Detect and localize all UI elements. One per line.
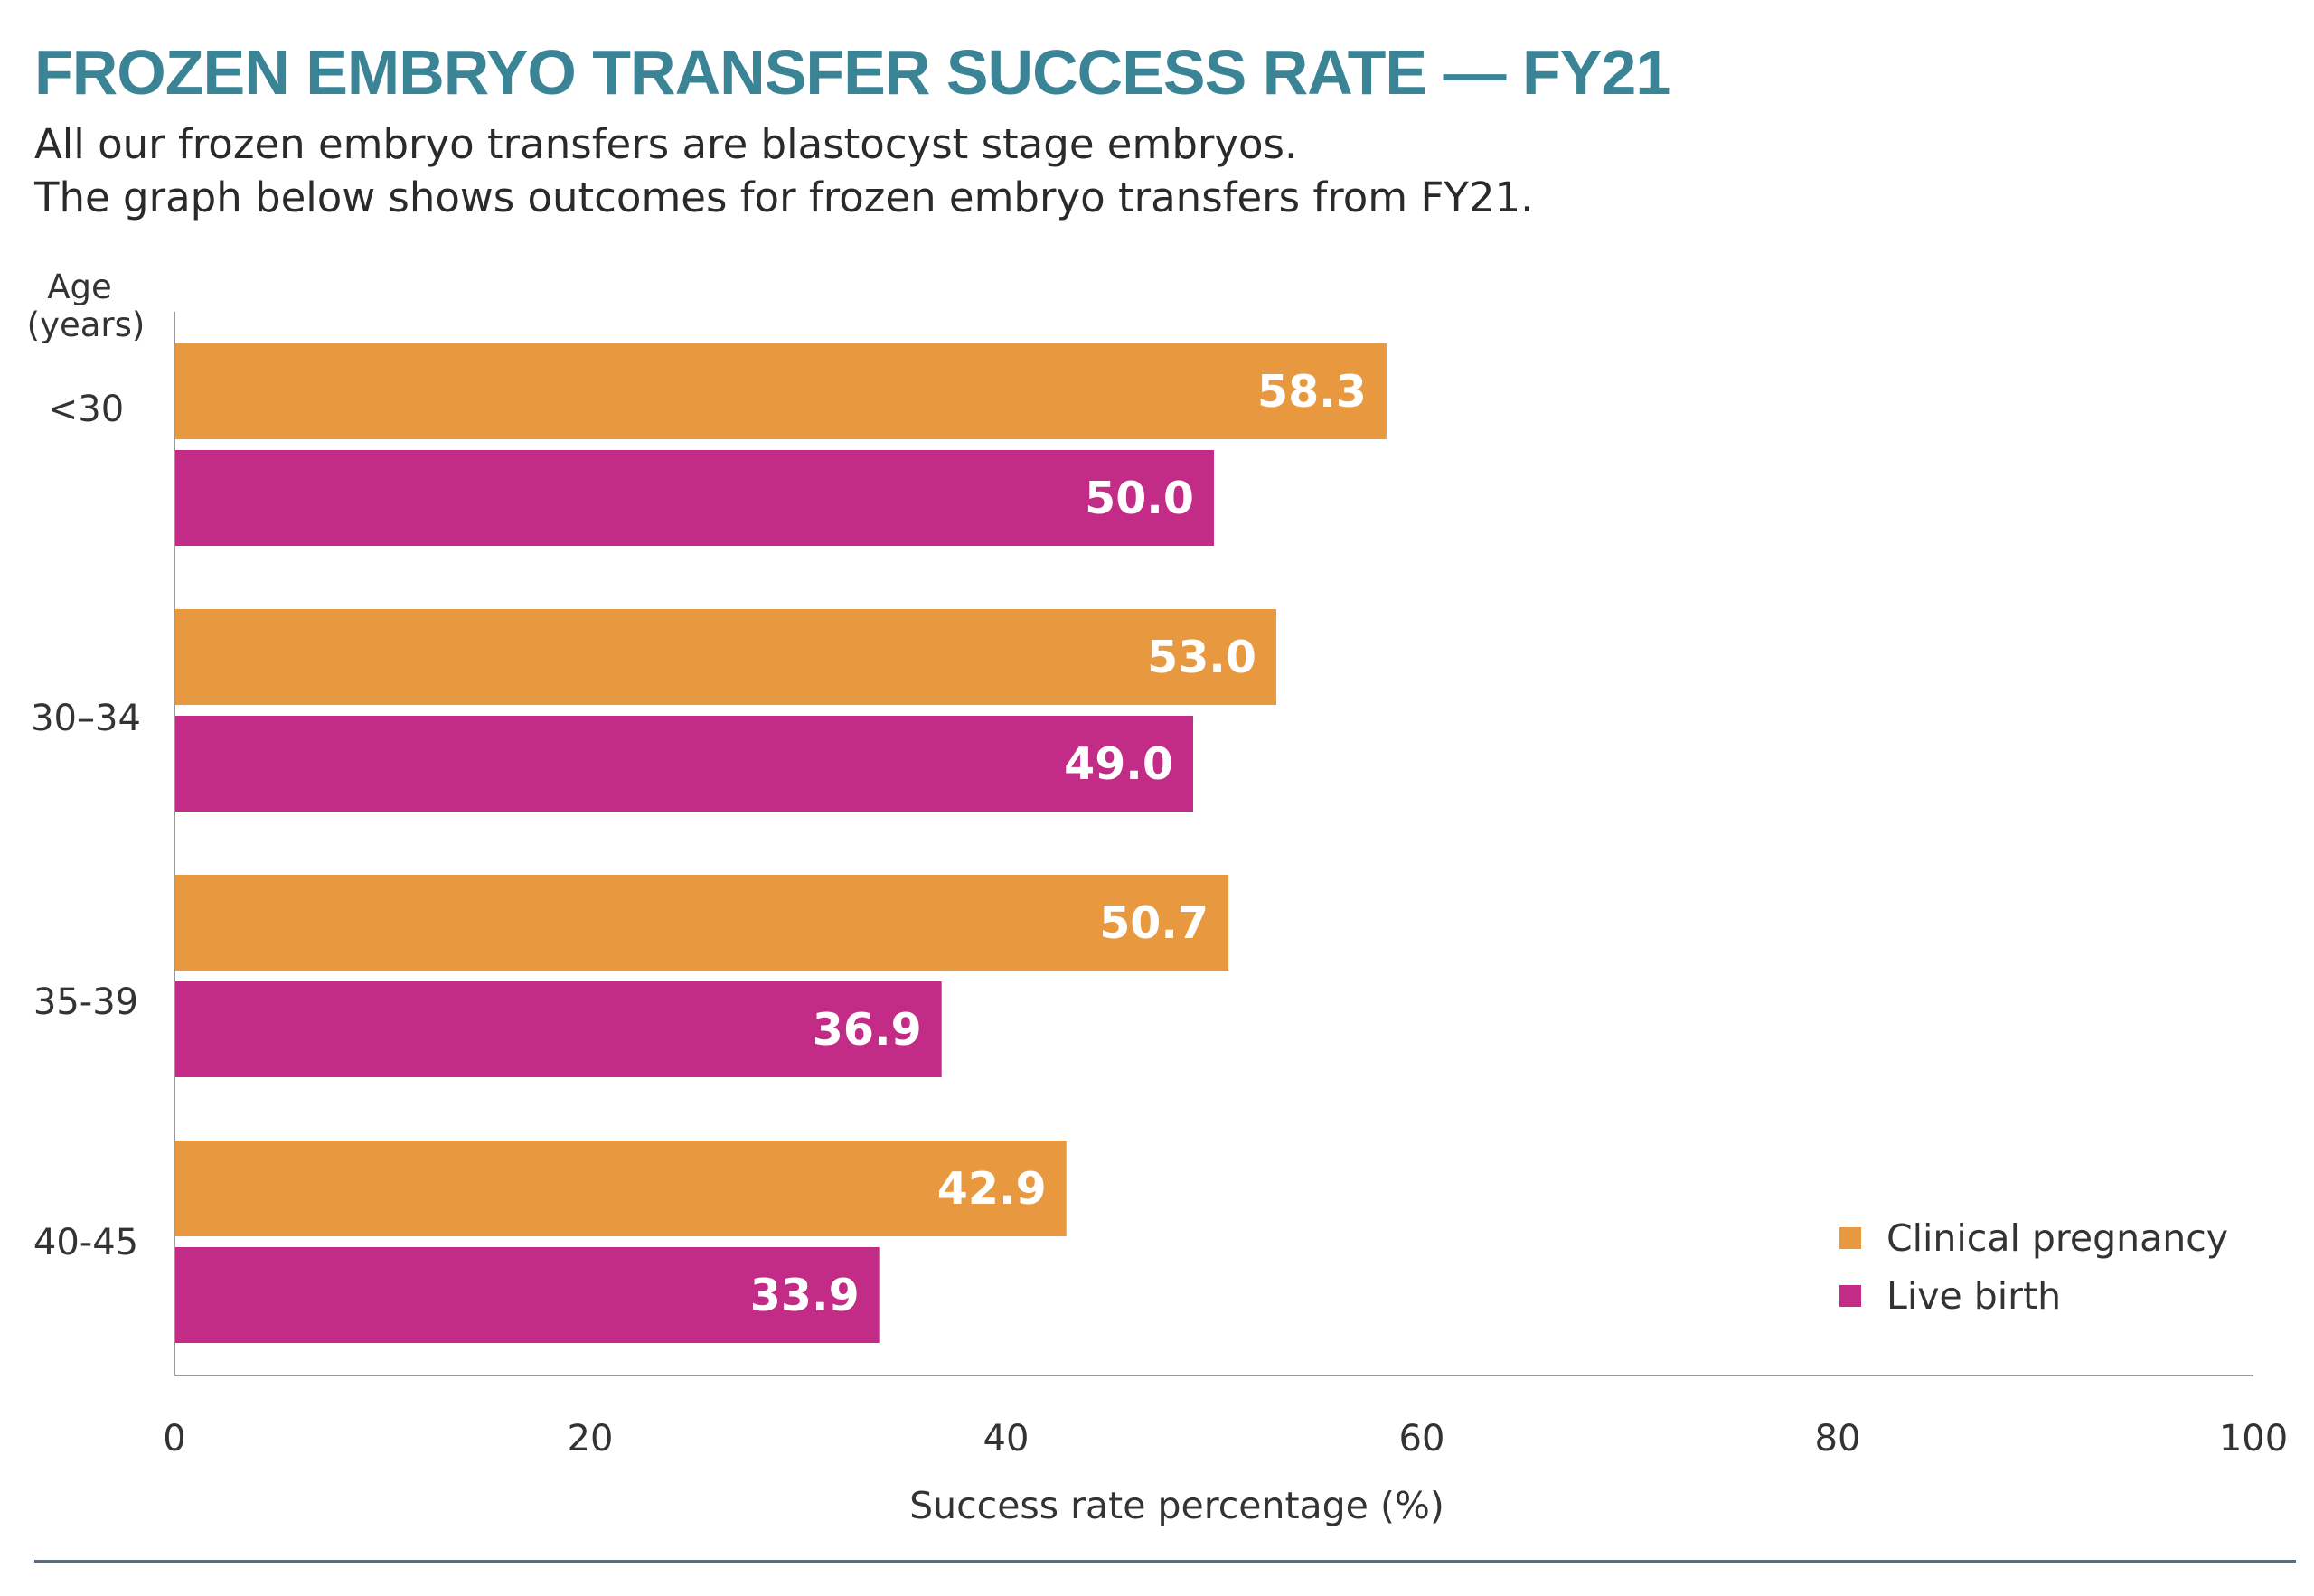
legend-label-live-birth: Live birth [1886, 1274, 2062, 1318]
category-label-0: <30 [48, 389, 124, 430]
data-label-live-birth-0: 50.0 [1085, 473, 1194, 524]
x-tick-label-1: 20 [568, 1418, 614, 1460]
bar-clinical-pregnancy-0 [174, 343, 1387, 439]
chart-title: FROZEN EMBRYO TRANSFER SUCCESS RATE — FY… [34, 37, 1670, 108]
category-label-3: 40-45 [33, 1222, 138, 1263]
footer-rule [34, 1560, 2296, 1563]
data-label-live-birth-3: 33.9 [750, 1270, 860, 1321]
legend-item-clinical-pregnancy: Clinical pregnancy [1839, 1209, 2228, 1267]
y-axis-title-line-2: (years) [27, 305, 146, 344]
data-label-clinical-pregnancy-2: 50.7 [1099, 897, 1209, 949]
category-label-2: 35-39 [33, 981, 138, 1023]
x-axis-title: Success rate percentage (%) [909, 1484, 1444, 1527]
x-tick-label-2: 40 [983, 1418, 1030, 1460]
bar-clinical-pregnancy-1 [174, 609, 1276, 705]
bar-live-birth-2 [174, 981, 942, 1077]
bar-live-birth-3 [174, 1247, 880, 1343]
chart-legend: Clinical pregnancy Live birth [1839, 1209, 2228, 1325]
data-label-clinical-pregnancy-1: 53.0 [1147, 632, 1256, 683]
subtitle-line-1: All our frozen embryo transfers are blas… [34, 120, 1298, 168]
x-tick-label-3: 60 [1399, 1418, 1445, 1460]
data-label-clinical-pregnancy-0: 58.3 [1257, 366, 1367, 418]
bar-live-birth-1 [174, 716, 1193, 812]
bar-live-birth-0 [174, 450, 1214, 546]
x-tick-label-5: 100 [2219, 1418, 2288, 1460]
bar-clinical-pregnancy-2 [174, 875, 1229, 971]
data-label-live-birth-1: 49.0 [1064, 738, 1173, 790]
y-axis-title-line-1: Age [47, 268, 112, 306]
data-label-clinical-pregnancy-3: 42.9 [937, 1163, 1047, 1215]
x-tick-label-0: 0 [163, 1418, 185, 1460]
legend-item-live-birth: Live birth [1839, 1267, 2228, 1325]
legend-swatch-clinical-pregnancy [1839, 1227, 1861, 1249]
legend-swatch-live-birth [1839, 1285, 1861, 1307]
x-tick-label-4: 80 [1815, 1418, 1861, 1460]
category-label-1: 30–34 [31, 698, 141, 739]
bar-clinical-pregnancy-3 [174, 1141, 1067, 1236]
legend-label-clinical-pregnancy: Clinical pregnancy [1886, 1216, 2229, 1260]
subtitle-line-2: The graph below shows outcomes for froze… [34, 174, 1534, 221]
data-label-live-birth-2: 36.9 [813, 1004, 922, 1056]
